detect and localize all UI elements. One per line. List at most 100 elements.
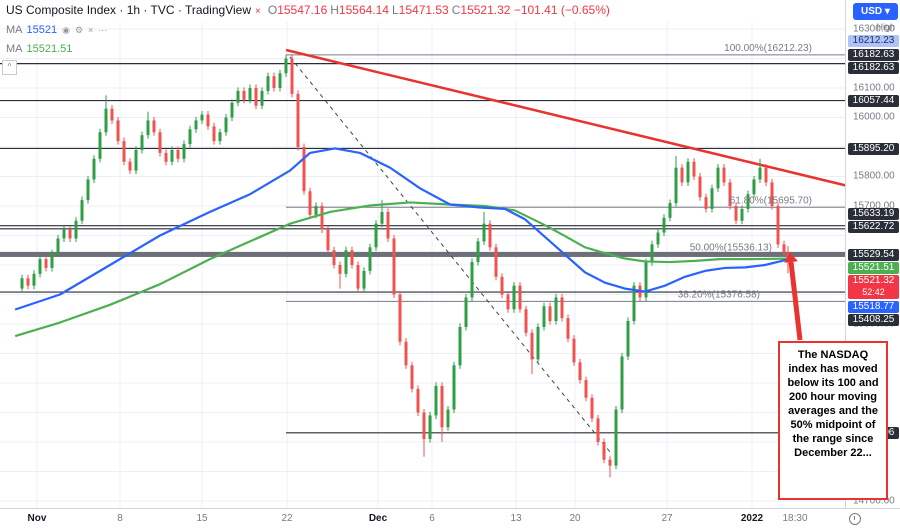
candle-body bbox=[362, 270, 366, 289]
time-axis-label: 8 bbox=[117, 513, 123, 524]
candle-body bbox=[506, 294, 510, 310]
candle-body bbox=[626, 321, 630, 357]
candle-body bbox=[278, 73, 282, 88]
candle-body bbox=[692, 161, 696, 177]
eye-icon[interactable]: ◉ bbox=[62, 25, 70, 35]
candle-body bbox=[44, 259, 48, 268]
low-label: L bbox=[391, 3, 399, 17]
candle-body bbox=[650, 244, 654, 263]
candle-body bbox=[110, 108, 114, 121]
candle-body bbox=[446, 409, 450, 428]
candle-body bbox=[62, 229, 66, 239]
candle-body bbox=[494, 247, 498, 277]
candle-body bbox=[590, 397, 594, 419]
candle-body bbox=[782, 244, 786, 254]
candle-body bbox=[212, 126, 216, 142]
ma1-label: MA bbox=[6, 24, 23, 36]
badge-value: 16182.63 bbox=[852, 62, 895, 73]
candle-body bbox=[566, 318, 570, 339]
candle-body bbox=[548, 306, 552, 322]
change-value: −101.41 (−0.65%) bbox=[513, 3, 610, 17]
candle-body bbox=[518, 285, 522, 310]
annotation-arrowhead bbox=[784, 252, 798, 263]
ma-indicator-row-1[interactable]: MA 15521 ◉ ⚙ × ⋯ bbox=[6, 24, 610, 36]
badge-value: 15529.54 bbox=[852, 249, 895, 260]
candle-body bbox=[452, 365, 456, 410]
candle-body bbox=[158, 132, 162, 153]
candle-body bbox=[74, 220, 78, 239]
symbol-title[interactable]: US Composite Index · 1h · TVC · TradingV… bbox=[6, 3, 251, 17]
candle-body bbox=[170, 149, 174, 162]
ma-indicator-row-2[interactable]: MA 15521.51 bbox=[6, 43, 610, 55]
time-axis-label: 6 bbox=[429, 513, 435, 524]
price-badge-dark: 15408.25 bbox=[848, 314, 899, 326]
badge-value: 16182.63 bbox=[852, 49, 895, 60]
candle-body bbox=[140, 135, 144, 150]
candle-body bbox=[674, 167, 678, 204]
remove-icon[interactable]: × bbox=[88, 25, 94, 35]
badge-value: 16212.23 bbox=[852, 35, 895, 46]
badge-value: 15521.51 bbox=[852, 262, 895, 273]
price-badge-red: 15521.32 52:42 bbox=[848, 275, 899, 299]
price-badge-dark: 15895.20 bbox=[848, 143, 899, 155]
high-label: H bbox=[330, 3, 339, 17]
candle-body bbox=[320, 206, 324, 230]
candle-body bbox=[326, 229, 330, 251]
time-axis-label: 13 bbox=[510, 513, 522, 524]
candle-body bbox=[38, 259, 42, 274]
candle-body bbox=[248, 88, 252, 100]
candle-body bbox=[512, 285, 516, 310]
candle-body bbox=[578, 362, 582, 381]
candle-body bbox=[530, 332, 534, 360]
close-value: 15521.32 bbox=[460, 3, 511, 17]
time-axis-label: Nov bbox=[27, 513, 47, 524]
candle-body bbox=[572, 338, 576, 363]
high-marker-label: High bbox=[876, 22, 895, 32]
candle-body bbox=[404, 341, 408, 366]
price-badge-high: 16212.23 bbox=[848, 35, 899, 47]
price-badge-dark: 16057.44 bbox=[848, 95, 899, 107]
candle-body bbox=[698, 176, 702, 198]
candle-body bbox=[188, 129, 192, 145]
candle-body bbox=[56, 238, 60, 254]
clock-icon[interactable] bbox=[849, 513, 861, 525]
badge-value: 15408.25 bbox=[852, 314, 895, 325]
close-icon[interactable]: × bbox=[255, 6, 261, 17]
ma-100h-line[interactable] bbox=[14, 147, 790, 311]
candle-body bbox=[230, 102, 234, 118]
candle-body bbox=[470, 262, 474, 298]
candle-body bbox=[488, 223, 492, 248]
candle-body bbox=[104, 108, 108, 133]
candle-body bbox=[434, 385, 438, 416]
ma1-value: 15521 bbox=[26, 24, 58, 36]
ma-200h-line[interactable] bbox=[14, 201, 790, 337]
settings-icon[interactable]: ⚙ bbox=[74, 25, 84, 35]
time-axis[interactable]: Nov 8 15 22 Dec 6 13 20 27 2022 18:30 bbox=[0, 508, 900, 528]
candle-body bbox=[608, 459, 612, 466]
collapse-toolbar-icon[interactable]: ^ bbox=[2, 60, 17, 75]
candle-body bbox=[428, 415, 432, 440]
price-badge-green: 15521.51 bbox=[848, 262, 899, 274]
currency-dropdown[interactable]: USD ▾ bbox=[853, 3, 898, 20]
time-axis-label: Dec bbox=[368, 513, 388, 524]
candle-body bbox=[620, 356, 624, 410]
candle-body bbox=[746, 194, 750, 209]
candle-body bbox=[26, 278, 30, 286]
open-value: 15547.16 bbox=[277, 3, 328, 17]
more-icon[interactable]: ⋯ bbox=[98, 25, 108, 35]
candle-body bbox=[98, 132, 102, 159]
downtrend-line[interactable] bbox=[285, 48, 849, 188]
candle-body bbox=[122, 141, 126, 162]
candle-body bbox=[644, 262, 648, 298]
candle-body bbox=[542, 306, 546, 327]
price-axis-label: 16300.00 bbox=[853, 23, 895, 35]
candle-body bbox=[686, 161, 690, 183]
candle-body bbox=[524, 309, 528, 333]
candle-body bbox=[560, 297, 564, 319]
open-label: O bbox=[267, 3, 278, 17]
candle-body bbox=[374, 223, 378, 248]
time-axis-label: 2022 bbox=[740, 513, 764, 524]
price-badge-dark: 15633.19 bbox=[848, 208, 899, 220]
candle-body bbox=[266, 76, 270, 91]
